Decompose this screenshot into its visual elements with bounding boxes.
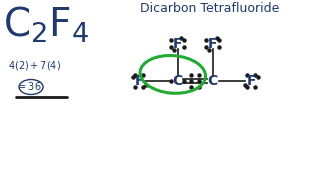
Text: C: C xyxy=(208,74,218,88)
Text: F: F xyxy=(173,37,182,51)
Text: $\mathsf{C_2F_4}$: $\mathsf{C_2F_4}$ xyxy=(3,4,90,45)
Text: F: F xyxy=(208,37,218,51)
Text: $=\mathsf{36}$: $=\mathsf{36}$ xyxy=(16,80,42,91)
Text: Dicarbon Tetrafluoride: Dicarbon Tetrafluoride xyxy=(140,2,279,15)
Text: $4(2)+7(4)$: $4(2)+7(4)$ xyxy=(8,58,61,71)
Text: C: C xyxy=(172,74,183,88)
Text: F: F xyxy=(134,74,144,88)
Text: F: F xyxy=(246,74,256,88)
